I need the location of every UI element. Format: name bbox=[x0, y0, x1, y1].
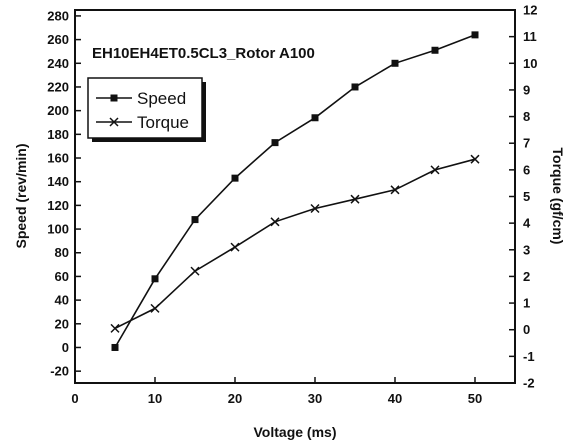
left-axis-ticks: -20 0 20 40 60 80 100 120 140 160 180 200 220 240 260 2… bbox=[47, 8, 81, 379]
speed-point bbox=[391, 59, 399, 67]
speed-point bbox=[271, 139, 279, 147]
legend-torque-marker bbox=[109, 117, 119, 127]
x-tick-label: 10 bbox=[148, 391, 162, 406]
torque-point bbox=[470, 154, 480, 164]
x-tick-label: 50 bbox=[468, 391, 482, 406]
right-tick-label: 1 bbox=[523, 296, 530, 311]
torque-point bbox=[150, 303, 160, 313]
legend-speed-label: Speed bbox=[137, 89, 186, 108]
left-tick-label: 140 bbox=[47, 174, 69, 189]
torque-point bbox=[310, 203, 320, 214]
x-tick-label: 20 bbox=[228, 391, 242, 406]
torque-point bbox=[110, 323, 120, 333]
left-tick-label: 260 bbox=[47, 32, 69, 47]
speed-point bbox=[111, 343, 119, 351]
left-tick-label: 40 bbox=[55, 293, 69, 308]
right-tick-label: 5 bbox=[523, 189, 530, 204]
speed-point bbox=[471, 31, 479, 39]
torque-point bbox=[230, 242, 240, 252]
left-tick-label: 60 bbox=[55, 269, 69, 284]
left-tick-label: 180 bbox=[47, 127, 69, 142]
torque-point bbox=[350, 194, 360, 204]
legend-box bbox=[87, 77, 203, 139]
speed-point bbox=[311, 114, 319, 122]
right-tick-label: 0 bbox=[523, 322, 530, 337]
plot-frame bbox=[74, 9, 516, 384]
right-tick-label: 7 bbox=[523, 136, 530, 151]
right-tick-label: 10 bbox=[523, 56, 537, 71]
left-tick-label: 80 bbox=[55, 245, 69, 260]
right-tick-label: 12 bbox=[523, 3, 537, 18]
left-tick-label: 160 bbox=[47, 151, 69, 166]
left-tick-label: -20 bbox=[50, 364, 69, 379]
chart-annotation: EH10EH4ET0.5CL3_Rotor A100 bbox=[92, 45, 315, 62]
speed-point bbox=[351, 83, 359, 91]
speed-point bbox=[231, 174, 239, 182]
left-tick-label: 240 bbox=[47, 56, 69, 71]
left-axis-title: Speed (rev/min) bbox=[13, 143, 29, 248]
speed-series-line bbox=[114, 34, 476, 348]
left-tick-label: 20 bbox=[55, 316, 69, 331]
right-tick-label: 9 bbox=[523, 82, 530, 97]
right-axis-title: Torque (gf/cm) bbox=[550, 148, 566, 245]
legend-speed-marker bbox=[110, 94, 118, 102]
right-tick-label: 3 bbox=[523, 242, 530, 257]
left-tick-label: 280 bbox=[47, 8, 69, 23]
speed-point bbox=[151, 275, 159, 283]
left-tick-label: 120 bbox=[47, 198, 69, 213]
torque-point bbox=[430, 165, 440, 175]
left-tick-label: 0 bbox=[62, 340, 69, 355]
legend-torque-label: Torque bbox=[137, 113, 189, 132]
speed-point bbox=[191, 216, 199, 224]
right-tick-label: 4 bbox=[523, 216, 531, 231]
left-tick-label: 220 bbox=[47, 79, 69, 94]
torque-series-line bbox=[114, 158, 476, 330]
legend: Speed Torque bbox=[87, 77, 206, 142]
left-tick-label: 100 bbox=[47, 222, 69, 237]
torque-point bbox=[190, 266, 200, 276]
torque-point bbox=[270, 217, 280, 227]
right-tick-label: -1 bbox=[523, 349, 535, 364]
x-tick-label: 30 bbox=[308, 391, 322, 406]
right-tick-label: 2 bbox=[523, 269, 530, 284]
speed-point bbox=[431, 46, 439, 54]
x-axis-title: Voltage (ms) bbox=[254, 424, 337, 440]
right-tick-label: -2 bbox=[523, 376, 535, 391]
series-layer bbox=[110, 31, 480, 351]
x-axis-ticks: 0 10 20 30 40 50 bbox=[71, 377, 482, 406]
torque-point bbox=[390, 185, 400, 195]
right-tick-label: 11 bbox=[523, 29, 537, 44]
x-tick-label: 40 bbox=[388, 391, 402, 406]
right-tick-label: 8 bbox=[523, 109, 530, 124]
x-tick-label: 0 bbox=[71, 391, 78, 406]
right-tick-label: 6 bbox=[523, 162, 530, 177]
left-tick-label: 200 bbox=[47, 103, 69, 118]
